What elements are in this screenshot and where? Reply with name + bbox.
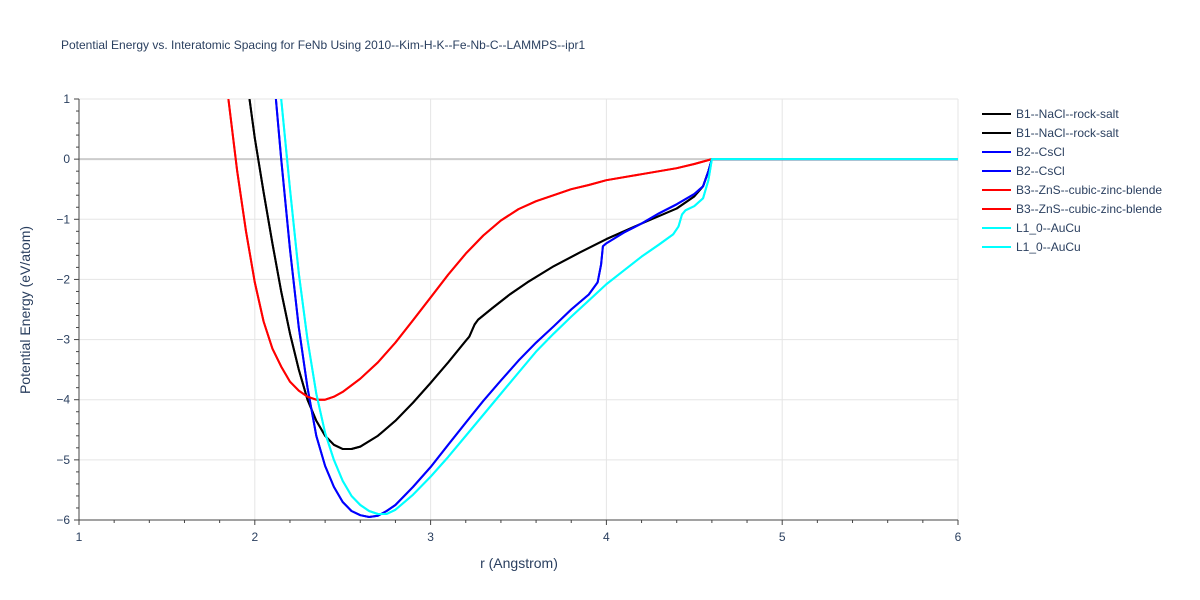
axes: [74, 98, 959, 525]
series-line-3: [274, 99, 958, 518]
x-tick-label: 2: [251, 530, 258, 544]
x-tick-label: 5: [779, 530, 786, 544]
legend-label: B1--NaCl--rock-salt: [1016, 126, 1119, 140]
legend-item[interactable]: B1--NaCl--rock-salt: [982, 107, 1119, 121]
y-tick-label: −2: [56, 272, 70, 286]
y-tick-label: 1: [63, 92, 70, 106]
x-axis-title: r (Angstrom): [480, 555, 558, 571]
y-tick-label: 0: [63, 152, 70, 166]
legend-item[interactable]: B2--CsCl: [982, 145, 1065, 159]
tick-labels: 1 2 3 4 5 6 1 0 −1 −2 −3 −4 −5 −6: [56, 92, 961, 544]
series-line-2: [274, 99, 958, 518]
x-tick-label: 3: [427, 530, 434, 544]
y-tick-label: −4: [56, 393, 70, 407]
legend-label: B3--ZnS--cubic-zinc-blende: [1016, 183, 1162, 197]
y-tick-label: −3: [56, 333, 70, 347]
series-lines: [227, 99, 958, 518]
chart-title: Potential Energy vs. Interatomic Spacing…: [61, 38, 586, 52]
legend-label: B2--CsCl: [1016, 164, 1065, 178]
x-tick-label: 6: [955, 530, 962, 544]
grid: [79, 98, 959, 520]
legend-item[interactable]: B2--CsCl: [982, 164, 1065, 178]
legend-item[interactable]: L1_0--AuCu: [982, 240, 1081, 254]
series-line-4: [227, 99, 958, 401]
x-tick-label: 4: [603, 530, 610, 544]
legend-label: L1_0--AuCu: [1016, 221, 1081, 235]
legend-item[interactable]: L1_0--AuCu: [982, 221, 1081, 235]
y-tick-label: −6: [56, 513, 70, 527]
y-tick-label: −5: [56, 453, 70, 467]
legend-item[interactable]: B3--ZnS--cubic-zinc-blende: [982, 183, 1162, 197]
legend-item[interactable]: B3--ZnS--cubic-zinc-blende: [982, 202, 1162, 216]
x-tick-label: 1: [76, 530, 83, 544]
series-line-7: [280, 99, 958, 515]
legend-label: B2--CsCl: [1016, 145, 1065, 159]
legend-label: B1--NaCl--rock-salt: [1016, 107, 1119, 121]
series-line-1: [248, 99, 958, 450]
series-line-0: [248, 99, 958, 450]
legend-label: B3--ZnS--cubic-zinc-blende: [1016, 202, 1162, 216]
legend-label: L1_0--AuCu: [1016, 240, 1081, 254]
series-line-5: [227, 99, 958, 401]
y-tick-label: −1: [56, 212, 70, 226]
y-axis-title: Potential Energy (eV/atom): [17, 226, 33, 394]
legend[interactable]: B1--NaCl--rock-salt B1--NaCl--rock-salt B2…: [982, 107, 1162, 254]
series-line-6: [280, 99, 958, 515]
legend-item[interactable]: B1--NaCl--rock-salt: [982, 126, 1119, 140]
